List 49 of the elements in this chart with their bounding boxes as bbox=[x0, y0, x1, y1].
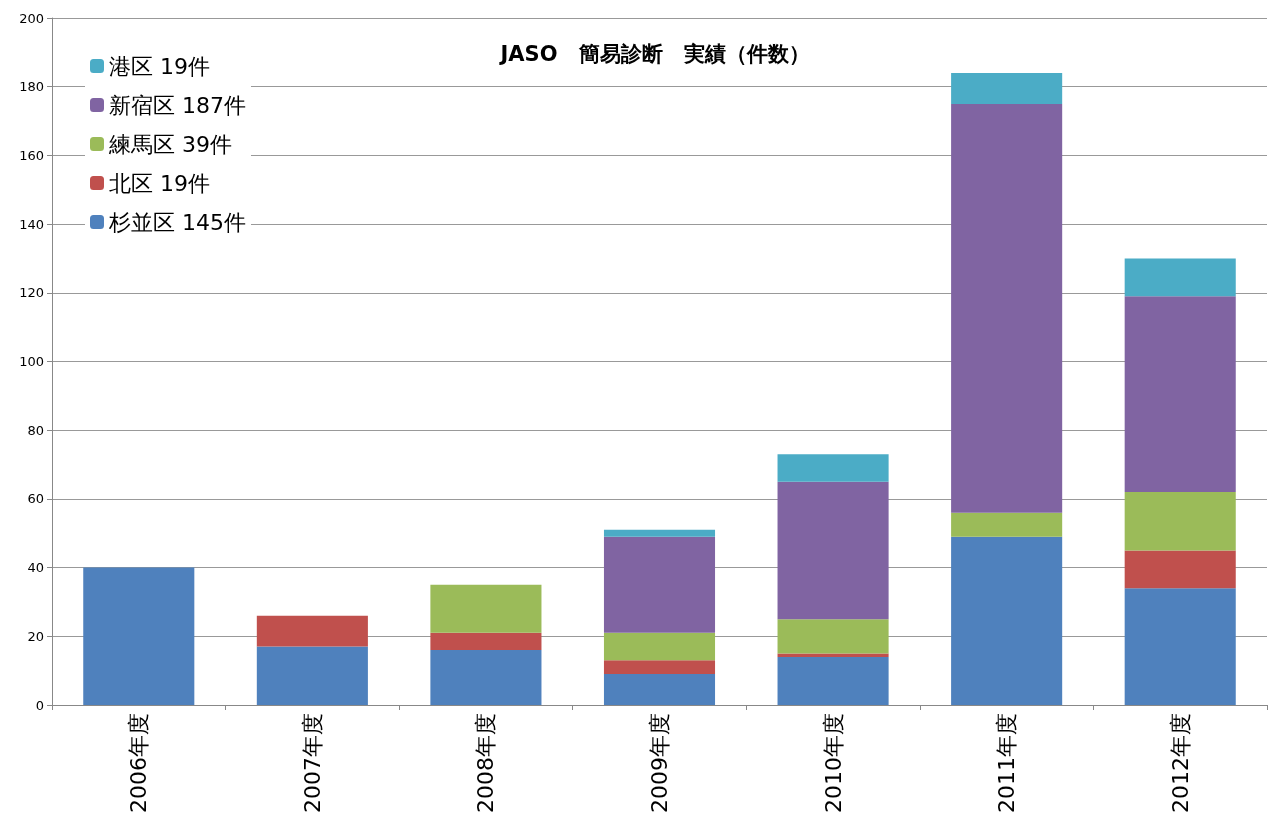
bar bbox=[430, 650, 542, 705]
bar bbox=[430, 584, 542, 633]
x-tick-label: 2011年度 bbox=[994, 713, 1020, 813]
y-tick-label: 60 bbox=[27, 491, 44, 507]
y-tick-label: 120 bbox=[19, 285, 44, 301]
x-tick-label: 2010年度 bbox=[820, 713, 846, 813]
y-tick-label: 100 bbox=[19, 354, 44, 369]
bar bbox=[1124, 258, 1236, 297]
legend-label: 北区 19件 bbox=[109, 170, 210, 196]
y-tick-label: 140 bbox=[19, 216, 44, 232]
legend-label: 練馬区 39件 bbox=[108, 131, 232, 157]
bar bbox=[430, 632, 542, 651]
bar bbox=[83, 567, 195, 705]
y-tick-label: 180 bbox=[19, 79, 44, 95]
bar bbox=[603, 660, 716, 675]
bar bbox=[1124, 296, 1236, 493]
bar bbox=[777, 481, 889, 620]
bar bbox=[951, 103, 1063, 513]
bar bbox=[777, 454, 889, 482]
x-tick-label: 2007年度 bbox=[299, 713, 325, 813]
legend-label: 新宿区 187件 bbox=[109, 92, 246, 118]
x-tick-label: 2012年度 bbox=[1167, 713, 1193, 813]
bar bbox=[603, 674, 716, 705]
bar bbox=[603, 536, 716, 633]
bar bbox=[603, 529, 716, 537]
legend-label: 杉並区 145件 bbox=[108, 209, 246, 235]
text: JASO 簡易診断 実績（件数） bbox=[498, 41, 810, 66]
x-tick-label: 2008年度 bbox=[473, 713, 499, 813]
bar bbox=[603, 632, 716, 661]
x-tick-label: 2009年度 bbox=[647, 713, 672, 813]
bar bbox=[951, 72, 1063, 104]
bar bbox=[1124, 550, 1236, 589]
x-tick-label: 2006年度 bbox=[126, 713, 152, 813]
bar bbox=[777, 656, 889, 705]
bar bbox=[777, 619, 889, 654]
y-tick-label: 20 bbox=[27, 628, 44, 644]
y-tick-label: 200 bbox=[19, 10, 44, 26]
y-tick-label: 160 bbox=[19, 147, 44, 163]
y-tick-label: 80 bbox=[27, 422, 44, 438]
bar bbox=[951, 536, 1063, 705]
bar bbox=[951, 512, 1063, 537]
legend-label: 港区 19件 bbox=[109, 53, 210, 79]
bar bbox=[777, 653, 889, 657]
bar bbox=[256, 615, 368, 647]
bar bbox=[1124, 492, 1236, 551]
y-tick-label: 40 bbox=[27, 560, 44, 576]
y-tick-label: 0 bbox=[35, 697, 44, 713]
bar bbox=[256, 646, 368, 705]
bar bbox=[1124, 588, 1236, 705]
